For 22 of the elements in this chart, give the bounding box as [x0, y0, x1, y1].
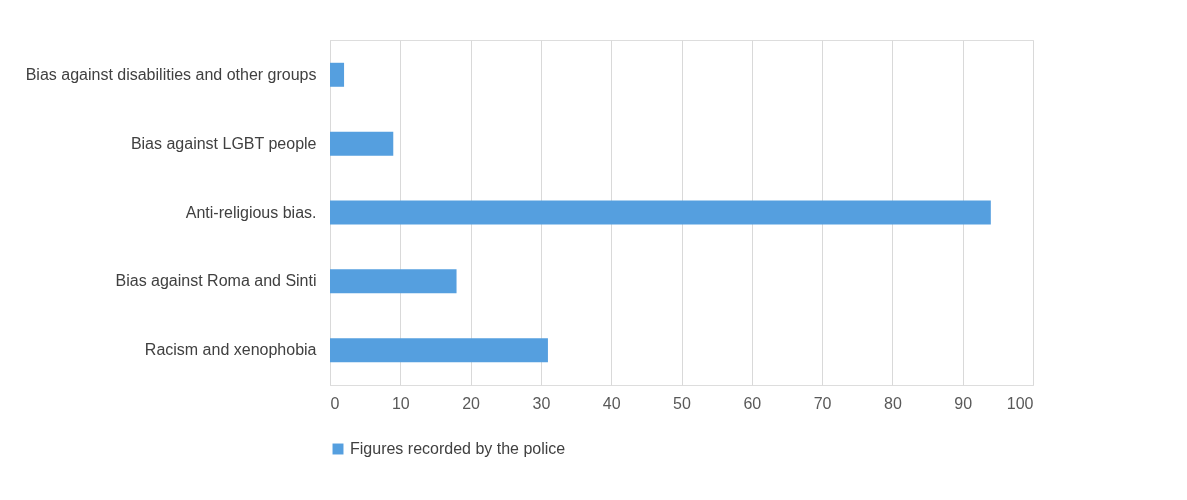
- x-tick-label: 20: [462, 394, 481, 412]
- y-tick-label: Anti-religious bias.: [185, 203, 317, 221]
- x-tick-label: 50: [673, 394, 691, 412]
- x-tick-label: 0: [330, 394, 340, 412]
- x-tick-label: 60: [743, 394, 762, 412]
- x-tick-label: 80: [884, 394, 902, 412]
- x-tick-label: 90: [954, 394, 973, 412]
- y-tick-label: Bias against Roma and Sinti: [115, 272, 317, 290]
- bar: [330, 200, 991, 225]
- y-tick-label: Bias against LGBT people: [130, 134, 317, 152]
- bar: [330, 269, 457, 294]
- x-tick-label: 30: [532, 394, 551, 412]
- x-tick-label: 100: [1006, 394, 1034, 412]
- bar: [330, 62, 345, 87]
- x-tick-label: 10: [391, 394, 410, 412]
- bar: [330, 131, 394, 156]
- x-tick-label: 70: [813, 394, 832, 412]
- y-tick-label: Bias against disabilities and other groups: [25, 65, 317, 83]
- x-tick-label: 40: [602, 394, 621, 412]
- y-tick-label: Racism and xenophobia: [144, 341, 317, 359]
- bar: [330, 338, 548, 363]
- legend-label: Figures recorded by the police: [350, 440, 566, 457]
